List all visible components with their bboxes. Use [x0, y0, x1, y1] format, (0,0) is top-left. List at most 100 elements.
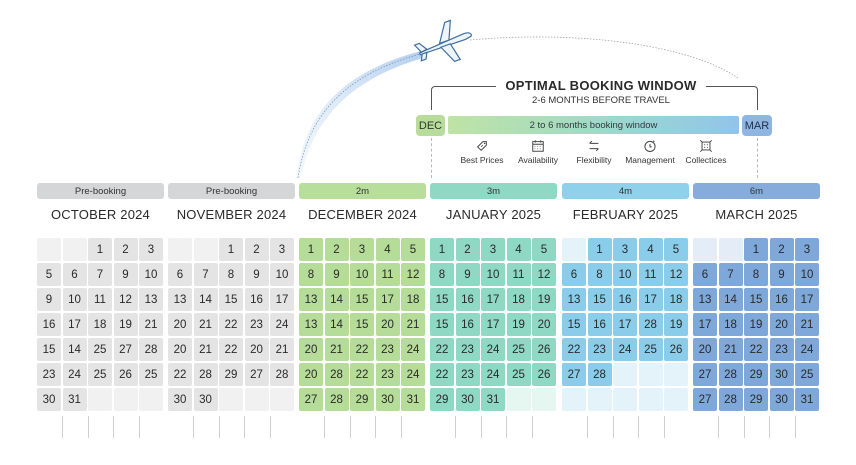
day-cell[interactable]: 15 [562, 313, 586, 336]
day-cell[interactable]: 24 [270, 313, 294, 336]
day-cell[interactable]: 16 [455, 313, 480, 336]
day-cell[interactable]: 19 [506, 313, 531, 336]
day-cell[interactable]: 25 [795, 363, 819, 386]
day-cell[interactable]: 10 [481, 263, 505, 286]
day-cell[interactable]: 29 [219, 363, 243, 386]
day-cell[interactable]: 16 [455, 288, 480, 311]
day-cell[interactable]: 17 [693, 313, 717, 336]
day-cell[interactable]: 28 [587, 363, 612, 386]
day-cell[interactable]: 21 [139, 313, 163, 336]
day-cell[interactable]: 9 [37, 288, 61, 311]
day-cell[interactable]: 24 [613, 338, 637, 361]
day-cell[interactable]: 30 [455, 388, 480, 411]
day-cell[interactable]: 24 [401, 363, 425, 386]
day-cell[interactable]: 27 [113, 338, 138, 361]
day-cell[interactable]: 17 [638, 288, 663, 311]
day-cell[interactable]: 22 [430, 363, 454, 386]
day-cell[interactable]: 18 [401, 288, 425, 311]
day-cell[interactable]: 3 [795, 238, 819, 261]
day-cell[interactable]: 8 [587, 263, 612, 286]
day-cell[interactable]: 17 [270, 288, 294, 311]
day-cell[interactable]: 5 [37, 263, 61, 286]
day-cell[interactable]: 16 [587, 313, 612, 336]
day-cell[interactable]: 13 [299, 288, 323, 311]
day-cell[interactable]: 13 [562, 288, 586, 311]
day-cell[interactable]: 4 [506, 238, 531, 261]
day-cell[interactable]: 6 [562, 263, 586, 286]
day-cell[interactable]: 10 [270, 263, 294, 286]
day-cell[interactable]: 10 [350, 263, 374, 286]
day-cell[interactable]: 9 [324, 263, 349, 286]
day-cell[interactable]: 28 [638, 313, 663, 336]
day-cell[interactable]: 2 [324, 238, 349, 261]
day-cell[interactable]: 26 [113, 363, 138, 386]
day-cell[interactable]: 27 [562, 363, 586, 386]
day-cell[interactable]: 13 [168, 288, 192, 311]
day-cell[interactable]: 20 [769, 313, 794, 336]
day-cell[interactable]: 20 [693, 338, 717, 361]
day-cell[interactable]: 20 [168, 338, 192, 361]
day-cell[interactable]: 31 [481, 388, 505, 411]
day-cell[interactable]: 1 [744, 238, 768, 261]
day-cell[interactable]: 30 [193, 388, 218, 411]
day-cell[interactable]: 28 [324, 388, 349, 411]
day-cell[interactable]: 13 [693, 288, 717, 311]
day-cell[interactable]: 22 [562, 338, 586, 361]
day-cell[interactable]: 1 [88, 238, 112, 261]
day-cell[interactable]: 21 [401, 313, 425, 336]
day-cell[interactable]: 22 [350, 338, 374, 361]
day-cell[interactable]: 3 [350, 238, 374, 261]
day-cell[interactable]: 3 [270, 238, 294, 261]
day-cell[interactable]: 12 [664, 263, 688, 286]
day-cell[interactable]: 15 [587, 288, 612, 311]
day-cell[interactable]: 18 [664, 288, 688, 311]
day-cell[interactable]: 15 [430, 313, 454, 336]
day-cell[interactable]: 22 [350, 363, 374, 386]
day-cell[interactable]: 17 [481, 288, 505, 311]
day-cell[interactable]: 7 [88, 263, 112, 286]
day-cell[interactable]: 16 [37, 313, 61, 336]
day-cell[interactable]: 2 [244, 238, 269, 261]
day-cell[interactable]: 21 [795, 313, 819, 336]
day-cell[interactable]: 16 [769, 288, 794, 311]
day-cell[interactable]: 29 [430, 388, 454, 411]
day-cell[interactable]: 30 [37, 388, 61, 411]
day-cell[interactable]: 14 [193, 288, 218, 311]
day-cell[interactable]: 24 [62, 363, 87, 386]
day-cell[interactable]: 23 [455, 363, 480, 386]
day-cell[interactable]: 9 [113, 263, 138, 286]
day-cell[interactable]: 24 [481, 338, 505, 361]
day-cell[interactable]: 3 [613, 238, 637, 261]
day-cell[interactable]: 23 [769, 338, 794, 361]
day-cell[interactable]: 22 [744, 338, 768, 361]
day-cell[interactable]: 8 [219, 263, 243, 286]
day-cell[interactable]: 18 [718, 313, 743, 336]
day-cell[interactable]: 16 [244, 288, 269, 311]
day-cell[interactable]: 22 [168, 363, 192, 386]
day-cell[interactable]: 24 [401, 338, 425, 361]
day-cell[interactable]: 4 [375, 238, 400, 261]
day-cell[interactable]: 10 [613, 263, 637, 286]
day-cell[interactable]: 9 [769, 263, 794, 286]
day-cell[interactable]: 12 [113, 288, 138, 311]
day-cell[interactable]: 12 [532, 263, 556, 286]
day-cell[interactable]: 5 [532, 238, 556, 261]
day-cell[interactable]: 30 [168, 388, 192, 411]
day-cell[interactable]: 23 [375, 363, 400, 386]
day-cell[interactable]: 23 [587, 338, 612, 361]
day-cell[interactable]: 25 [88, 363, 112, 386]
day-cell[interactable]: 20 [299, 338, 323, 361]
day-cell[interactable]: 29 [350, 388, 374, 411]
day-cell[interactable]: 15 [350, 288, 374, 311]
day-cell[interactable]: 15 [430, 288, 454, 311]
day-cell[interactable]: 30 [769, 363, 794, 386]
day-cell[interactable]: 21 [193, 313, 218, 336]
day-cell[interactable]: 21 [324, 338, 349, 361]
day-cell[interactable]: 28 [324, 363, 349, 386]
day-cell[interactable]: 15 [744, 288, 768, 311]
day-cell[interactable]: 25 [638, 338, 663, 361]
day-cell[interactable]: 17 [795, 288, 819, 311]
day-cell[interactable]: 26 [532, 363, 556, 386]
day-cell[interactable]: 20 [375, 313, 400, 336]
day-cell[interactable]: 31 [795, 388, 819, 411]
